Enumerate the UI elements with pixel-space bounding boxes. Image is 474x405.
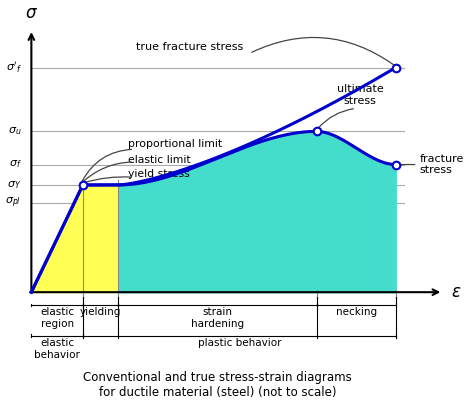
Text: $\sigma'_f$: $\sigma'_f$	[6, 60, 21, 75]
Text: necking: necking	[336, 307, 377, 318]
Text: plastic behavior: plastic behavior	[198, 338, 281, 348]
Text: $\sigma_{pl}$: $\sigma_{pl}$	[5, 196, 21, 210]
Text: $\sigma_Y$: $\sigma_Y$	[7, 179, 21, 191]
Text: $\varepsilon$: $\varepsilon$	[451, 283, 462, 301]
Text: elastic
region: elastic region	[40, 307, 74, 329]
Text: $\sigma_f$: $\sigma_f$	[9, 159, 21, 171]
Text: proportional limit: proportional limit	[128, 139, 222, 149]
Text: $\sigma_u$: $\sigma_u$	[8, 126, 21, 137]
Text: $\sigma$: $\sigma$	[25, 4, 38, 21]
Text: yield stress: yield stress	[128, 168, 190, 179]
Text: Conventional and true stress-strain diagrams
for ductile material (steel) (not t: Conventional and true stress-strain diag…	[83, 371, 352, 399]
Text: strain
hardening: strain hardening	[191, 307, 244, 329]
Text: fracture
stress: fracture stress	[419, 154, 464, 175]
Text: yielding: yielding	[80, 307, 121, 318]
Text: elastic limit: elastic limit	[128, 155, 191, 164]
Text: ultimate
stress: ultimate stress	[337, 84, 383, 106]
Text: elastic
behavior: elastic behavior	[34, 338, 80, 360]
Text: true fracture stress: true fracture stress	[136, 42, 244, 52]
